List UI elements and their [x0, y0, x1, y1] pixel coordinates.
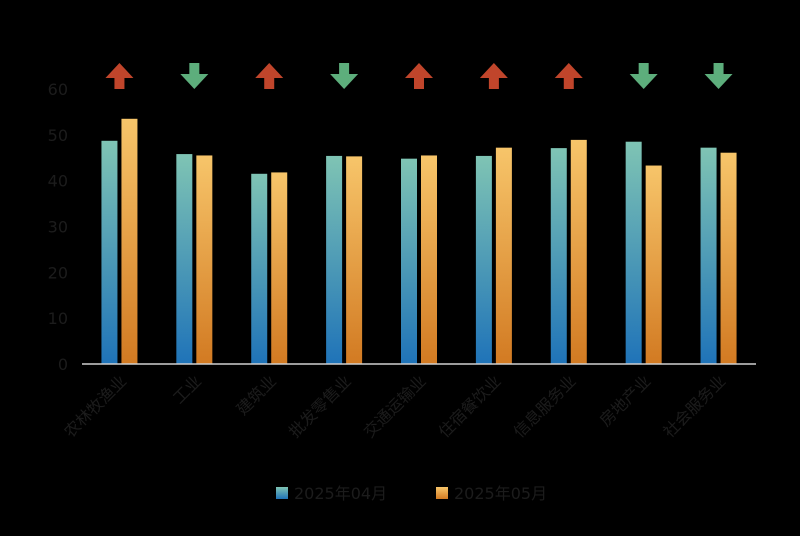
arrow-up-icon — [255, 63, 284, 89]
legend: 2025年04月 2025年05月 — [276, 484, 547, 503]
arrow-up-icon — [554, 63, 583, 89]
bar-series-1 — [475, 155, 492, 364]
arrow-down-icon — [330, 63, 359, 89]
x-category-label: 住宿餐饮业 — [435, 371, 505, 441]
x-category-label: 农林牧渔业 — [60, 371, 130, 441]
y-tick-label: 60 — [48, 80, 68, 99]
x-category-label: 建筑业 — [233, 371, 280, 418]
y-tick-label: 50 — [48, 126, 68, 145]
legend-label-series-1: 2025年04月 — [294, 484, 387, 503]
trend-arrows — [105, 63, 733, 89]
bar-series-2 — [421, 155, 437, 364]
bar-series-1 — [401, 158, 417, 364]
bar-series-1 — [176, 154, 193, 364]
legend-label-series-2: 2025年05月 — [454, 484, 547, 503]
bar-series-1 — [625, 141, 642, 364]
y-tick-label: 20 — [48, 263, 68, 282]
y-axis: 0 10 20 30 40 50 60 — [48, 80, 68, 374]
x-category-label: 信息服务业 — [510, 371, 580, 441]
bar-series-1 — [700, 147, 717, 364]
y-tick-label: 40 — [48, 172, 68, 191]
bar-series-2 — [196, 155, 213, 364]
legend-swatch-series-2 — [436, 487, 448, 499]
x-category-label: 房地产业 — [596, 371, 655, 430]
bar-series-2 — [720, 152, 737, 364]
bar-series-1 — [101, 140, 118, 364]
arrow-down-icon — [180, 63, 209, 89]
x-category-label: 工业 — [169, 371, 205, 407]
y-tick-label: 0 — [58, 355, 68, 374]
x-category-label: 社会服务业 — [659, 371, 729, 441]
y-tick-label: 10 — [48, 309, 68, 328]
bar-series-2 — [495, 147, 512, 364]
bar-series-1 — [326, 155, 343, 364]
bar-series-2 — [271, 172, 288, 364]
x-category-label: 批发零售业 — [285, 371, 355, 441]
legend-swatch-series-1 — [276, 487, 288, 499]
bar-series-2 — [346, 156, 363, 364]
bar-series-1 — [251, 173, 268, 364]
arrow-up-icon — [405, 63, 433, 89]
arrow-down-icon — [704, 63, 733, 89]
arrow-down-icon — [629, 63, 658, 89]
bar-series-1 — [550, 148, 567, 364]
arrow-up-icon — [479, 63, 508, 89]
bar-series-2 — [570, 139, 587, 364]
x-category-label: 交通运输业 — [360, 371, 430, 441]
bar-series-2 — [121, 118, 138, 365]
bars — [101, 118, 737, 365]
x-axis-labels: 农林牧渔业 工业 建筑业 批发零售业 交通运输业 住宿餐饮业 信息服务业 房地产业 社会服务业 — [60, 371, 729, 441]
bar-series-2 — [645, 165, 662, 364]
arrow-up-icon — [105, 63, 134, 89]
y-tick-label: 30 — [48, 218, 68, 237]
